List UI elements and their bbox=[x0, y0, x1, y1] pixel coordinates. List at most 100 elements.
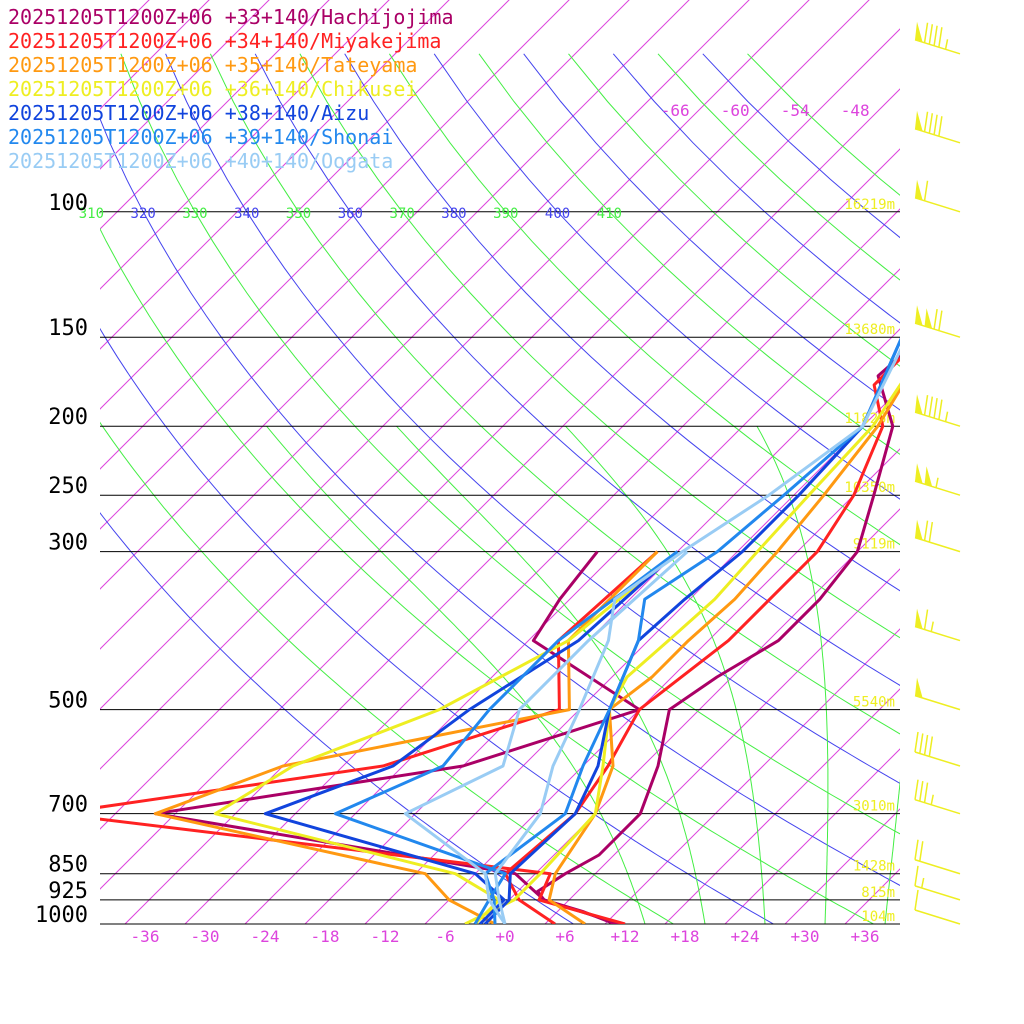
wind-barb-staff bbox=[914, 798, 961, 815]
height-label: 13680m bbox=[844, 322, 895, 338]
wind-barb bbox=[914, 779, 961, 815]
wind-barbs bbox=[914, 21, 961, 925]
temperature-profile bbox=[547, 386, 900, 924]
height-label: 10350m bbox=[844, 480, 895, 496]
wind-barb-full bbox=[928, 396, 934, 417]
dry-adiabat-line bbox=[165, 53, 900, 784]
wind-barb-full bbox=[914, 779, 919, 800]
dewpoint-profile bbox=[333, 550, 679, 924]
temperature-tick-label: +6 bbox=[555, 927, 574, 946]
temperature-tick-label: -36 bbox=[131, 927, 160, 946]
wind-barb-full bbox=[938, 27, 943, 48]
height-label: 3010m bbox=[853, 799, 895, 815]
wind-barb-staff bbox=[914, 480, 961, 496]
wind-barb bbox=[914, 179, 961, 213]
dry-adiabat-line bbox=[299, 53, 900, 639]
upper-isotherm-labels: -66 -60 -54 -48 bbox=[661, 101, 870, 120]
isotherm-line bbox=[424, 448, 900, 924]
theta-label: 310 bbox=[79, 206, 104, 222]
dewpoint-profile bbox=[213, 550, 679, 924]
temperature-profile bbox=[483, 337, 900, 924]
isotherm-line bbox=[844, 868, 900, 924]
theta-label: 410 bbox=[597, 206, 622, 222]
wind-barb-half bbox=[935, 477, 939, 488]
wind-barb-staff bbox=[914, 322, 961, 338]
pressure-label: 700 bbox=[48, 793, 88, 818]
dry-adiabat-line bbox=[568, 53, 900, 367]
wind-barb-full bbox=[933, 114, 938, 135]
theta-label: 370 bbox=[390, 206, 415, 222]
moist-adiabat-line bbox=[884, 778, 900, 924]
temperature-profile bbox=[464, 382, 900, 924]
wind-barb-full bbox=[923, 520, 929, 541]
wind-barb-staff bbox=[914, 411, 961, 427]
wind-barb-full bbox=[923, 180, 929, 201]
wind-barb bbox=[914, 110, 961, 144]
wind-barb-staff bbox=[914, 859, 961, 875]
temperature-tick-label: -6 bbox=[435, 927, 454, 946]
dewpoint-profile bbox=[153, 550, 641, 924]
sounding-profiles bbox=[100, 337, 900, 924]
wind-barb-full bbox=[928, 24, 934, 45]
isotherm-line bbox=[544, 568, 900, 924]
wind-barb-full bbox=[938, 116, 943, 137]
pressure-label: 100 bbox=[48, 191, 88, 216]
upper-isotherm-label: -60 bbox=[721, 101, 750, 120]
legend-entry: 20251205T1200Z+06 +34+140/Miyakejima bbox=[8, 29, 441, 53]
wind-barb bbox=[914, 394, 961, 427]
wind-barb bbox=[914, 463, 961, 496]
wind-barb-flag bbox=[915, 519, 923, 540]
theta-label: 340 bbox=[234, 206, 259, 222]
isotherm-line bbox=[100, 0, 210, 110]
wind-barb-full bbox=[923, 609, 929, 630]
wind-barb-flag bbox=[915, 608, 923, 629]
pressure-label: 1000 bbox=[35, 903, 88, 928]
moist-adiabat-grid bbox=[266, 425, 900, 924]
wind-barb-half bbox=[930, 621, 934, 632]
temperature-tick-label: -24 bbox=[251, 927, 280, 946]
wind-barb bbox=[914, 21, 961, 55]
wind-barb-full bbox=[933, 309, 938, 330]
dry-adiabat-line bbox=[120, 53, 900, 835]
height-label: 9119m bbox=[853, 537, 895, 553]
pressure-label: 200 bbox=[48, 405, 88, 430]
dry-adiabat-line bbox=[388, 53, 900, 546]
dry-adiabat-line bbox=[433, 53, 900, 500]
wind-barb-full bbox=[938, 399, 943, 420]
wind-barb-staff bbox=[914, 909, 961, 925]
theta-label: 390 bbox=[493, 206, 518, 222]
wind-barb-full bbox=[923, 734, 929, 756]
wind-barb-full bbox=[933, 398, 938, 419]
temperature-tick-label: +36 bbox=[851, 927, 880, 946]
theta-labels: 310 320 330 340 350 360 370 380 390 400 410 bbox=[79, 206, 622, 222]
wind-barb bbox=[914, 865, 961, 901]
temperature-tick-label: +0 bbox=[495, 927, 514, 946]
wind-barb-staff bbox=[914, 885, 961, 901]
wind-barb bbox=[914, 305, 961, 338]
height-label: 104m bbox=[861, 909, 895, 925]
temperature-profile bbox=[493, 347, 900, 924]
wind-barb-flag bbox=[915, 463, 923, 484]
wind-barb-full bbox=[933, 25, 938, 46]
temperature-tick-label: +18 bbox=[671, 927, 700, 946]
height-labels: 16219m13680m11825m10350m9119m5540m3010m1… bbox=[844, 197, 895, 925]
wind-barb-flag bbox=[915, 677, 923, 698]
dry-adiabat-line bbox=[100, 227, 874, 924]
wind-barb-full bbox=[923, 782, 929, 803]
wind-barb-half bbox=[930, 794, 934, 805]
legend-entry: 20251205T1200Z+06 +39+140/Shonai bbox=[8, 125, 393, 149]
dry-adiabat-line bbox=[209, 53, 900, 735]
temperature-tick-label: +30 bbox=[791, 927, 820, 946]
theta-label: 380 bbox=[441, 206, 466, 222]
theta-label: 330 bbox=[182, 206, 207, 222]
wind-barb-full bbox=[919, 781, 924, 802]
upper-isotherm-label: -66 bbox=[661, 101, 690, 120]
wind-barb-full bbox=[923, 22, 929, 43]
isotherm-line bbox=[100, 0, 450, 350]
wind-barb-half bbox=[920, 877, 925, 889]
wind-barb bbox=[914, 677, 961, 711]
moist-adiabat-line bbox=[565, 425, 766, 924]
wind-barb-flag bbox=[924, 308, 933, 329]
dry-adiabat-line bbox=[100, 117, 900, 886]
